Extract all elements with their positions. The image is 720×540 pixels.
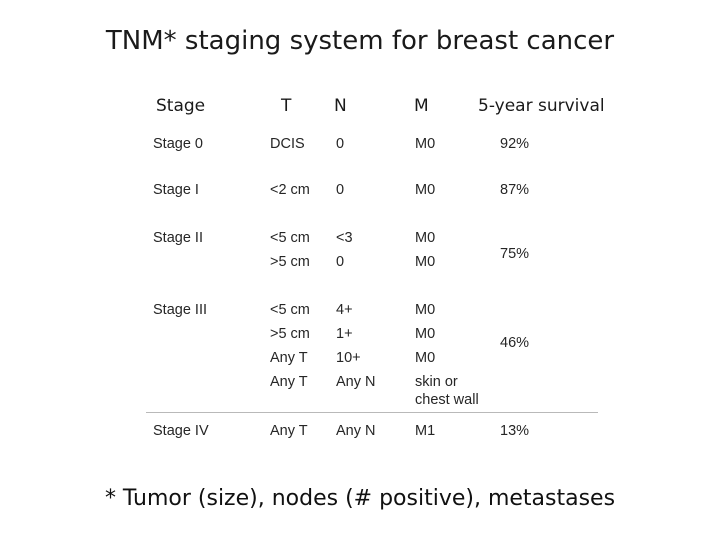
t-value: Any T <box>270 374 308 390</box>
m-cell: M0 M0 <box>415 226 435 274</box>
m-value: M0 <box>415 182 436 198</box>
header-survival: 5-year survival <box>478 96 605 116</box>
survival-cell: 92% <box>500 136 530 152</box>
n-value: Any N <box>336 423 376 439</box>
n-value: 0 <box>336 182 345 198</box>
t-value: Any T <box>270 350 308 366</box>
row-divider <box>146 412 598 413</box>
t-value: <5 cm <box>270 302 310 318</box>
stage-cell: Stage IV <box>153 423 209 439</box>
t-cell: <5 cm >5 cm Any T Any T <box>270 298 310 394</box>
header-t: T <box>281 96 292 116</box>
m-value: M0 <box>415 326 436 342</box>
m-cell-note: skin or chest wall <box>415 373 479 409</box>
n-cell: 0 <box>336 132 344 156</box>
header-n: N <box>334 96 347 116</box>
m-value: M0 <box>415 136 436 152</box>
t-value: >5 cm <box>270 254 310 270</box>
n-value: 0 <box>336 136 345 152</box>
n-value: 0 <box>336 254 345 270</box>
t-value: Any T <box>270 423 308 439</box>
m-value: M0 <box>415 302 436 318</box>
t-value: <2 cm <box>270 182 310 198</box>
t-value: <5 cm <box>270 230 310 246</box>
m-value: skin or <box>415 374 458 390</box>
n-value: <3 <box>336 230 353 246</box>
stage-cell: Stage 0 <box>153 136 203 152</box>
stage-cell: Stage III <box>153 302 208 318</box>
page-title: TNM* staging system for breast cancer <box>105 26 615 56</box>
t-cell: <2 cm <box>270 178 310 202</box>
t-cell: DCIS <box>270 132 305 156</box>
m-value: M1 <box>415 423 436 439</box>
m-value: M0 <box>415 350 436 366</box>
t-value: DCIS <box>270 136 305 152</box>
n-cell: <3 0 <box>336 226 353 274</box>
n-value: 1+ <box>336 326 353 342</box>
header-stage: Stage <box>156 96 206 116</box>
m-cell: M0 <box>415 178 435 202</box>
stage-cell: Stage II <box>153 230 203 246</box>
m-value: M0 <box>415 254 436 270</box>
survival-cell: 75% <box>500 246 530 262</box>
m-cell: M0 <box>415 132 435 156</box>
m-value: chest wall <box>415 392 479 408</box>
t-cell: <5 cm >5 cm <box>270 226 310 274</box>
footnote: * Tumor (size), nodes (# positive), meta… <box>104 486 616 511</box>
n-cell: Any N <box>336 419 376 443</box>
m-cell: M0 M0 M0 <box>415 298 435 370</box>
n-value: Any N <box>336 374 376 390</box>
m-cell: M1 <box>415 419 435 443</box>
t-value: >5 cm <box>270 326 310 342</box>
n-cell: 4+ 1+ 10+ Any N <box>336 298 376 394</box>
header-m: M <box>414 96 429 116</box>
survival-cell: 87% <box>500 182 530 198</box>
n-value: 4+ <box>336 302 353 318</box>
n-cell: 0 <box>336 178 344 202</box>
m-value: M0 <box>415 230 436 246</box>
survival-cell: 13% <box>500 423 530 439</box>
stage-cell: Stage I <box>153 182 199 198</box>
n-value: 10+ <box>336 350 361 366</box>
t-cell: Any T <box>270 419 308 443</box>
survival-cell: 46% <box>500 335 530 351</box>
